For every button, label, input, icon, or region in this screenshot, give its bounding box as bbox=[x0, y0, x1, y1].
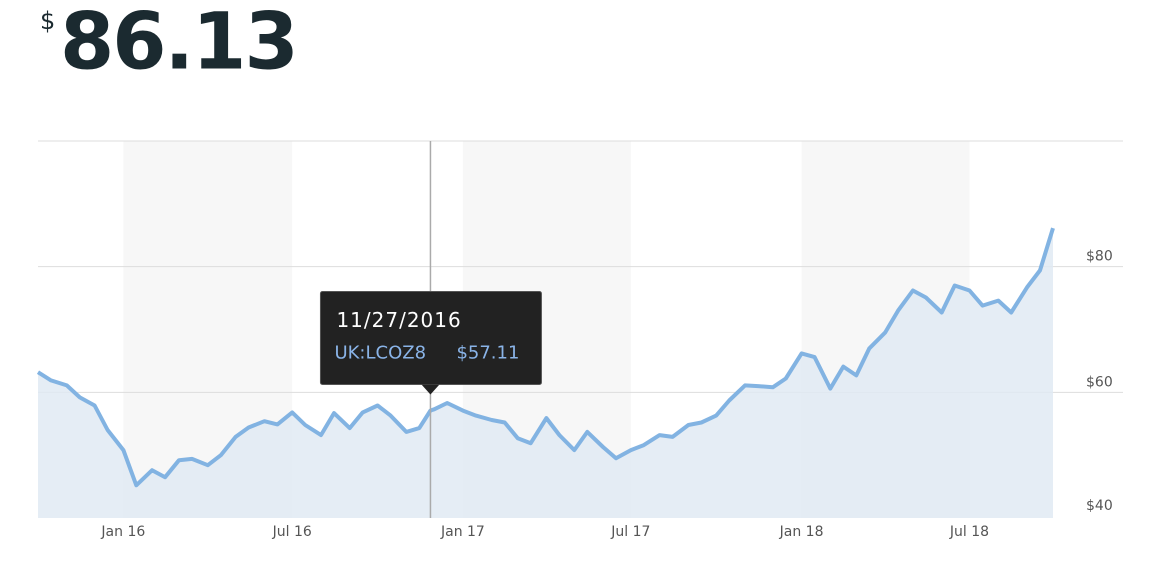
tooltip-arrow bbox=[421, 384, 440, 395]
area-fill bbox=[38, 228, 1053, 518]
x-tick-label: Jan 17 bbox=[440, 524, 485, 540]
x-tick-label: Jan 18 bbox=[779, 524, 824, 540]
currency-symbol: $ bbox=[40, 7, 55, 35]
x-tick-label: Jan 16 bbox=[100, 524, 145, 540]
y-tick-label: $80 bbox=[1086, 249, 1113, 265]
y-tick-label: $60 bbox=[1086, 374, 1113, 390]
x-tick-label: Jul 18 bbox=[949, 524, 989, 540]
tooltip-box bbox=[319, 290, 542, 385]
x-tick-label: Jul 17 bbox=[610, 524, 650, 540]
x-tick-label: Jul 16 bbox=[272, 524, 312, 540]
price: 86.13 bbox=[60, 0, 297, 87]
tooltip-series: UK:LCOZ8 bbox=[334, 342, 426, 363]
y-tick-label: $40 bbox=[1086, 498, 1113, 514]
tooltip-value: $57.11 bbox=[456, 342, 519, 363]
line bbox=[36, 227, 1055, 488]
tooltip-date: 11/27/2016 bbox=[336, 308, 461, 332]
